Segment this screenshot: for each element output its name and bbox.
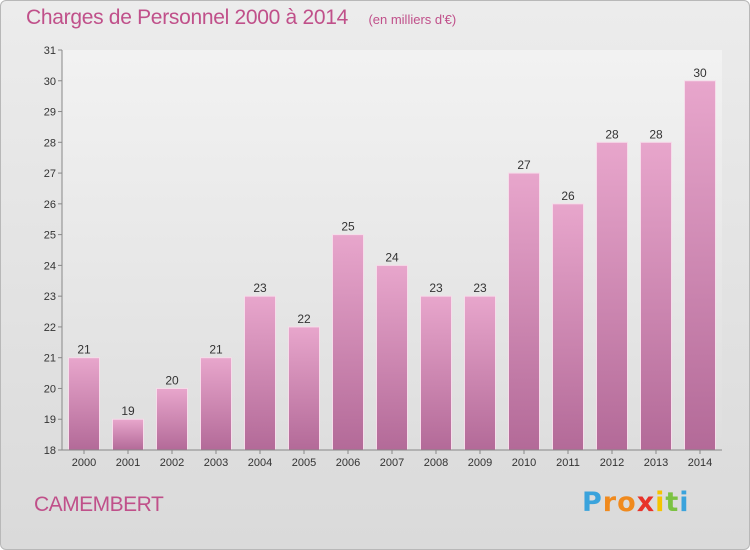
bar (200, 357, 232, 451)
y-tick-label: 19 (44, 414, 56, 426)
x-tick-label: 2003 (204, 457, 228, 469)
bar-value-label: 26 (561, 189, 575, 203)
bar-value-label: 23 (253, 281, 267, 295)
x-tick-label: 2001 (116, 457, 140, 469)
bar (156, 387, 188, 451)
y-tick-label: 25 (44, 230, 56, 242)
x-tick-label: 2006 (336, 457, 360, 469)
bar-value-label: 19 (121, 404, 135, 418)
logo-letter: o (617, 487, 637, 518)
bar-value-label: 21 (209, 343, 223, 357)
y-tick-label: 18 (44, 445, 56, 457)
bar-value-label: 21 (77, 343, 91, 357)
bars-group: 21 19 20 21 23 22 25 24 23 23 27 26 28 28 30 (68, 66, 716, 451)
y-tick-label: 30 (44, 76, 56, 88)
chart-header: Charges de Personnel 2000 à 2014 (en mil… (26, 6, 456, 30)
bar-value-label: 27 (517, 158, 531, 172)
y-tick-label: 21 (44, 353, 56, 365)
bar-value-label: 23 (473, 281, 487, 295)
bar-value-label: 22 (297, 312, 311, 326)
y-tick-label: 29 (44, 107, 56, 119)
x-tick-label: 2013 (644, 457, 668, 469)
x-tick-label: 2014 (688, 457, 712, 469)
y-tick-label: 31 (44, 45, 56, 57)
bar (420, 295, 452, 451)
x-tick-label: 2012 (600, 457, 624, 469)
x-tick-label: 2009 (468, 457, 492, 469)
x-axis: 2000 2001 2002 2003 2004 2005 2006 2007 2008 2009… (62, 449, 722, 469)
bar (112, 418, 144, 451)
bar (684, 80, 716, 451)
bar (552, 203, 584, 451)
y-tick-label: 28 (44, 137, 56, 149)
bar (596, 141, 628, 451)
bar (376, 264, 408, 451)
bar-value-label: 28 (649, 127, 663, 141)
y-tick-label: 27 (44, 168, 56, 180)
bar-value-label: 25 (341, 220, 355, 234)
y-tick-label: 26 (44, 199, 56, 211)
bar (640, 141, 672, 451)
x-tick-label: 2008 (424, 457, 448, 469)
x-tick-label: 2010 (512, 457, 536, 469)
bar (68, 357, 100, 451)
logo-letter: i (679, 487, 690, 518)
bar (244, 295, 276, 451)
bar-value-label: 20 (165, 373, 179, 387)
bar-value-label: 28 (605, 127, 619, 141)
y-tick-label: 24 (44, 260, 56, 272)
x-tick-label: 2007 (380, 457, 404, 469)
chart-title: Charges de Personnel 2000 à 2014 (26, 6, 348, 29)
x-tick-label: 2005 (292, 457, 316, 469)
x-tick-label: 2002 (160, 457, 184, 469)
bar (332, 234, 364, 451)
logo-letter: P (582, 487, 603, 518)
chart-unit-note: (en milliers d'€) (368, 12, 457, 27)
bar-value-label: 23 (429, 281, 443, 295)
bar-value-label: 30 (693, 66, 707, 80)
logo-letter: x (636, 487, 656, 518)
y-axis: 18 19 20 21 22 23 24 25 26 27 28 29 30 31 (44, 45, 63, 457)
bar (288, 326, 320, 451)
logo-letter: t (665, 487, 680, 518)
y-tick-label: 20 (44, 383, 56, 395)
x-tick-label: 2000 (72, 457, 96, 469)
bar (508, 172, 540, 451)
y-tick-label: 23 (44, 291, 56, 303)
y-tick-label: 22 (44, 322, 56, 334)
logo-letter: r (602, 487, 618, 518)
commune-name: CAMEMBERT (34, 493, 164, 516)
bar-value-label: 24 (385, 250, 399, 264)
bar (464, 295, 496, 451)
x-tick-label: 2011 (556, 457, 580, 469)
logo-letter: i (655, 487, 666, 518)
proxiti-logo: Proxiti (582, 487, 690, 518)
x-tick-label: 2004 (248, 457, 272, 469)
